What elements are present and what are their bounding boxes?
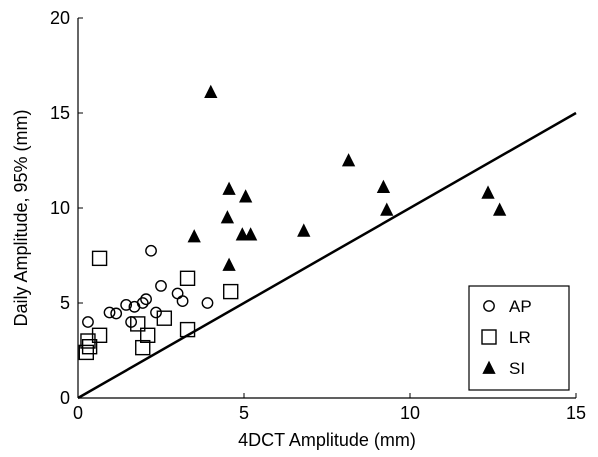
point-ap [110, 307, 123, 320]
point-lr [156, 310, 173, 326]
legend-label-si: SI [509, 359, 525, 378]
point-ap [136, 297, 149, 309]
identity-reference-line [77, 111, 577, 400]
x-tick-label: 0 [73, 403, 83, 423]
point-ap [176, 295, 189, 307]
legend: AP LR SI [468, 285, 570, 391]
axes: 0 5 10 15 0 5 10 15 20 [50, 8, 586, 423]
point-ap [103, 306, 116, 319]
point-si [187, 229, 201, 243]
legend-marker-si [482, 360, 496, 374]
point-si [222, 257, 236, 271]
point-si [239, 189, 253, 203]
point-si [220, 210, 235, 224]
point-ap [171, 287, 184, 300]
point-lr [91, 327, 108, 343]
point-ap [82, 316, 94, 328]
point-ap [150, 306, 162, 319]
point-si [492, 202, 507, 216]
point-lr [140, 327, 156, 343]
point-ap [120, 298, 133, 311]
point-lr [223, 283, 239, 300]
point-lr [80, 333, 96, 349]
point-lr [179, 270, 196, 286]
point-ap [145, 244, 157, 257]
y-tick-label: 15 [50, 103, 70, 123]
series-lr [78, 250, 239, 361]
point-si [376, 179, 391, 194]
y-tick-label: 0 [60, 388, 70, 408]
point-ap [140, 293, 152, 306]
y-tick-label: 20 [50, 8, 70, 28]
point-si [297, 223, 311, 237]
point-lr [179, 321, 196, 338]
series-si [187, 84, 507, 271]
y-axis-label: Daily Amplitude, 95% (mm) [11, 109, 31, 326]
point-lr [78, 344, 95, 361]
point-si [481, 185, 495, 199]
x-axis-label: 4DCT Amplitude (mm) [238, 430, 416, 450]
series-ap [82, 244, 214, 328]
point-si [341, 153, 356, 167]
point-lr [91, 250, 108, 267]
legend-label-ap: AP [509, 297, 532, 316]
legend-marker-lr [481, 329, 497, 345]
point-si [235, 227, 249, 241]
x-tick-label: 15 [566, 403, 586, 423]
legend-label-lr: LR [509, 328, 531, 347]
x-tick-label: 10 [400, 403, 420, 423]
point-lr [81, 339, 98, 355]
legend-marker-ap [483, 300, 495, 312]
x-tick-label: 5 [239, 403, 249, 423]
data-points [78, 84, 507, 361]
point-si [222, 181, 236, 195]
point-lr [135, 339, 151, 356]
point-ap [155, 279, 167, 292]
y-tick-label: 10 [50, 198, 70, 218]
point-si [243, 227, 258, 241]
y-tick-label: 5 [60, 293, 70, 313]
point-ap [201, 297, 214, 309]
point-si [204, 84, 218, 98]
point-si [380, 202, 394, 216]
point-lr [130, 316, 146, 332]
